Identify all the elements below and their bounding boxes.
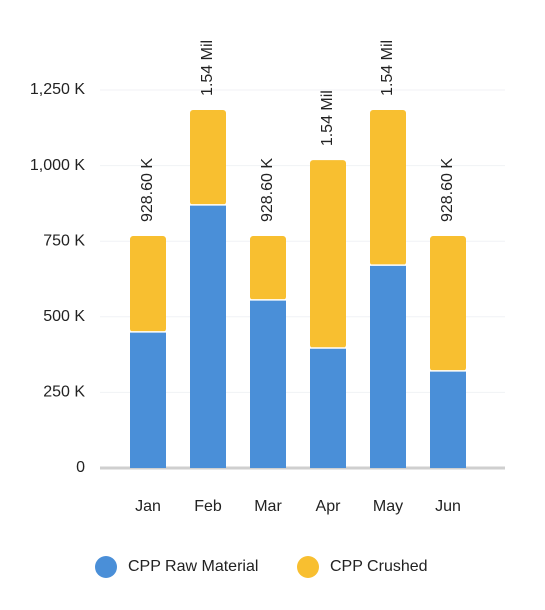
bar-segment bbox=[190, 109, 226, 205]
x-tick-label: May bbox=[373, 498, 403, 515]
bar-segment bbox=[370, 109, 406, 266]
bar-segment bbox=[310, 160, 346, 348]
legend-marker bbox=[297, 556, 319, 578]
total-annotation: 1.54 Mil bbox=[199, 40, 216, 96]
x-tick-label: Jun bbox=[435, 498, 461, 515]
bar-segment bbox=[430, 236, 466, 371]
bar-segment bbox=[130, 331, 166, 468]
bar-segment bbox=[370, 265, 406, 468]
total-annotation: 928.60 K bbox=[139, 158, 156, 222]
y-tick-label: 500 K bbox=[43, 308, 85, 325]
bar-segment bbox=[130, 236, 166, 332]
bar-segment bbox=[250, 299, 286, 468]
y-tick-label: 0 bbox=[76, 459, 85, 476]
y-tick-label: 1,250 K bbox=[30, 81, 85, 98]
total-annotation: 1.54 Mil bbox=[379, 40, 396, 96]
bar-segment bbox=[190, 204, 226, 469]
x-tick-label: Feb bbox=[194, 498, 222, 515]
y-tick-label: 250 K bbox=[43, 384, 85, 401]
total-annotation: 928.60 K bbox=[259, 158, 276, 222]
y-tick-label: 1,000 K bbox=[30, 157, 85, 174]
legend-marker bbox=[95, 556, 117, 578]
x-tick-label: Jan bbox=[135, 498, 161, 515]
legend-label: CPP Crushed bbox=[330, 558, 428, 575]
bar-segment bbox=[310, 347, 346, 468]
bar-segment bbox=[430, 370, 466, 468]
total-annotation: 1.54 Mil bbox=[319, 90, 336, 146]
bar-segment bbox=[250, 236, 286, 300]
x-tick-label: Mar bbox=[254, 498, 282, 515]
y-tick-label: 750 K bbox=[43, 232, 85, 249]
x-tick-label: Apr bbox=[316, 498, 342, 515]
total-annotation: 928.60 K bbox=[439, 158, 456, 222]
legend-label: CPP Raw Material bbox=[128, 558, 258, 575]
